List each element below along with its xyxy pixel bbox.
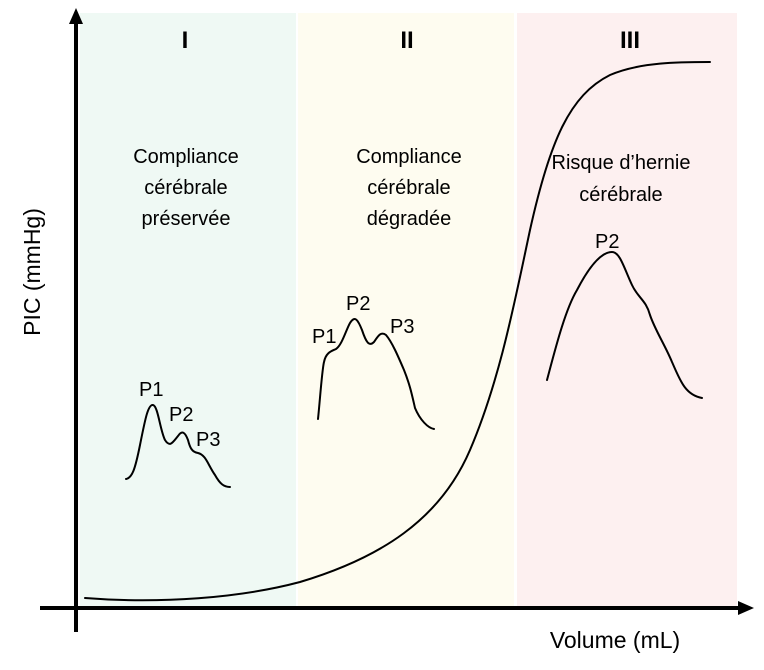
- zone-2-description-line-3: dégradée: [367, 208, 452, 230]
- zone-2-description-line-1: Compliance: [356, 146, 462, 168]
- zone-2-numeral: II: [400, 27, 413, 54]
- zone-1-peak-p1: P1: [139, 379, 163, 401]
- zone-3-numeral: III: [620, 27, 640, 54]
- zone-1-icp-waveform: [125, 404, 231, 488]
- zone-3-description-line-1: Risque d’hernie: [552, 152, 691, 174]
- zone-3-background: [517, 13, 737, 610]
- pressure-volume-curve: [84, 61, 711, 602]
- zone-3-icp-waveform: [546, 251, 703, 399]
- zone-1-description-line-1: Compliance: [133, 146, 239, 168]
- y-axis-label: PIC (mmHg): [19, 208, 45, 336]
- zone-2-background: [298, 13, 514, 610]
- zone-1-description-line-2: cérébrale: [144, 177, 227, 199]
- zone-1-peak-p2: P2: [169, 404, 193, 426]
- zone-1-numeral: I: [182, 27, 189, 54]
- zone-1-background: [80, 13, 296, 610]
- zone-1-peak-p3: P3: [196, 429, 220, 451]
- zone-2-peak-p2: P2: [346, 293, 370, 315]
- zone-1-description-line-3: préservée: [142, 208, 231, 230]
- zone-3-description-line-2: cérébrale: [579, 184, 662, 206]
- x-axis-label: Volume (mL): [550, 627, 680, 653]
- x-axis-arrow-icon: [738, 601, 754, 615]
- zone-2-icp-waveform: [317, 318, 435, 430]
- zone-3-peak-p2: P2: [595, 231, 619, 253]
- zone-2-peak-p1: P1: [312, 326, 336, 348]
- zone-2-peak-p3: P3: [390, 316, 414, 338]
- zone-2-description-line-2: cérébrale: [367, 177, 450, 199]
- y-axis-arrow-icon: [69, 8, 83, 24]
